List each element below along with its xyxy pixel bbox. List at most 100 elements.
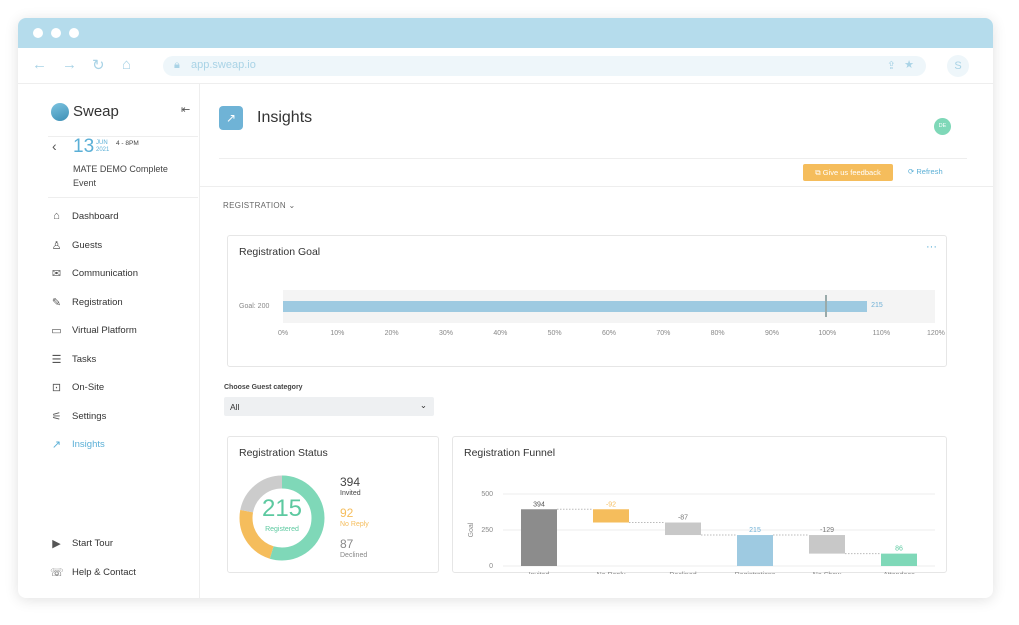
registration-status-card: Registration Status 215 Registered 394 In… [227, 436, 439, 573]
goal-axis-tick: 120% [927, 330, 945, 337]
sidebar-item-insights[interactable]: ↗ Insights [50, 438, 105, 451]
section-dropdown[interactable]: REGISTRATION ⌄ [223, 201, 296, 210]
share-icon[interactable]: ⇪ [886, 60, 896, 72]
goal-axis-tick: 100% [818, 330, 837, 337]
bar-data-label: 394 [533, 501, 545, 508]
sidebar-item-dashboard[interactable]: ⌂ Dashboard [50, 210, 118, 222]
collapse-sidebar-icon[interactable]: ⇤ [181, 104, 191, 116]
sidebar-item-settings[interactable]: ⚟ Settings [50, 410, 107, 423]
x-tick-label: No Show [813, 572, 842, 574]
funnel-bar [593, 509, 629, 523]
y-tick-label: 500 [481, 491, 493, 498]
sidebar-item-registration[interactable]: ✎ Registration [50, 296, 123, 309]
sidebar-item-label: Tasks [72, 353, 97, 365]
goal-axis-tick: 80% [710, 330, 725, 337]
back-chevron-icon[interactable]: ‹ [52, 138, 57, 154]
nav-icon: ⚟ [51, 410, 62, 423]
nav-icon: ✉ [51, 268, 62, 280]
window-dot[interactable] [51, 28, 61, 38]
lock-icon: 🔒︎ [174, 59, 180, 71]
nav-icon: ▶ [52, 538, 61, 550]
forward-icon[interactable]: → [62, 56, 77, 73]
bar-data-label: 86 [895, 546, 903, 553]
funnel-bar [737, 535, 773, 566]
chevron-down-icon: ⌄ [288, 201, 296, 210]
x-tick-label: Registrations [735, 572, 776, 574]
user-avatar[interactable]: DE [934, 118, 951, 135]
goal-progress-bar [283, 301, 868, 312]
chevron-down-icon: ⌄ [419, 400, 427, 410]
profile-avatar[interactable]: S [947, 55, 969, 77]
sidebar-item-communication[interactable]: ✉ Communication [50, 267, 138, 280]
nav-icon: ↗ [51, 439, 62, 451]
goal-axis-tick: 20% [384, 330, 399, 337]
donut-segment [239, 475, 325, 561]
goal-label: Goal: 200 [239, 303, 270, 310]
feedback-button[interactable]: ⧉ Give us feedback [803, 164, 893, 181]
status-value: 92 [340, 506, 354, 520]
funnel-bar [665, 522, 701, 536]
bar-data-label: -129 [820, 527, 834, 534]
bar-data-label: -87 [678, 515, 688, 522]
url-text: app.sweap.io [191, 59, 256, 71]
status-label: Declined [340, 552, 368, 559]
home-icon[interactable]: ⌂ [122, 56, 132, 73]
goal-value: 215 [871, 302, 883, 309]
sidebar-item-label: Help & Contact [72, 567, 136, 578]
browser-window: ← → ↻ ⌂ 🔒︎ app.sweap.io ⇪ ★ S Sweap ⇤ ‹ 13… [18, 18, 993, 598]
goal-axis-tick: 60% [601, 330, 616, 337]
funnel-bar [809, 535, 845, 554]
x-tick-label: Attendees [883, 572, 915, 574]
sidebar-item-on-site[interactable]: ⊡ On-Site [50, 381, 104, 394]
window-dot[interactable] [33, 28, 43, 38]
sidebar-item-label: Dashboard [72, 210, 119, 222]
nav-icon: ☏ [50, 567, 64, 579]
sidebar-item-virtual-platform[interactable]: ▭ Virtual Platform [50, 324, 136, 337]
sidebar-item-label: Insights [72, 439, 105, 450]
external-link-icon: ⧉ [815, 168, 823, 177]
refresh-icon: ⟳ [908, 167, 917, 176]
nav-icon: ▭ [51, 325, 62, 337]
sidebar-item-label: Start Tour [72, 538, 114, 549]
sweap-logo-icon [51, 103, 69, 121]
x-tick-label: Invited [529, 572, 550, 574]
more-options-icon[interactable]: ··· [926, 241, 937, 253]
goal-axis-tick: 10% [330, 330, 345, 337]
registration-goal-card: Registration Goal ··· Goal: 200 215 0% 10… [227, 235, 947, 367]
sidebar-item-tasks[interactable]: ☰ Tasks [50, 353, 97, 366]
sidebar-item-guests[interactable]: ♙ Guests [50, 239, 103, 252]
status-label: No Reply [340, 521, 369, 528]
status-value: 87 [340, 537, 354, 551]
refresh-button[interactable]: ⟳ Refresh [908, 167, 943, 176]
window-dot[interactable] [69, 28, 79, 38]
nav-icon: ⌂ [53, 210, 60, 222]
bar-data-label: 215 [749, 527, 761, 534]
sidebar-item-label: Communication [72, 268, 138, 279]
browser-toolbar: ← → ↻ ⌂ 🔒︎ app.sweap.io ⇪ ★ S [18, 48, 993, 84]
donut-center-label: Registered [265, 526, 299, 533]
goal-axis-tick: 40% [493, 330, 508, 337]
sidebar-item-start-tour[interactable]: ▶ Start Tour [50, 537, 113, 550]
registration-funnel-card: Registration Funnel 0 250 500 Goal 394 Invite… [452, 436, 947, 574]
goal-axis-tick: 30% [438, 330, 453, 337]
page-title: Insights [257, 109, 313, 126]
guest-category-select[interactable]: All ⌄ [224, 397, 434, 416]
nav-icon: ☰ [51, 353, 62, 366]
reload-icon[interactable]: ↻ [92, 57, 105, 74]
sidebar-item-help-contact[interactable]: ☏ Help & Contact [50, 566, 136, 579]
funnel-bar [521, 509, 557, 566]
nav-icon: ✎ [51, 296, 62, 309]
x-tick-label: Declined [669, 572, 696, 574]
filter-label: Choose Guest category [224, 384, 303, 391]
chart-title: Registration Funnel [464, 447, 556, 459]
sidebar: Sweap ⇤ ‹ 13 JUN 2021 4 - 8PM MATE DEMO C… [18, 84, 200, 598]
funnel-bar [881, 553, 917, 566]
back-icon[interactable]: ← [32, 56, 47, 73]
star-icon[interactable]: ★ [904, 59, 914, 71]
donut-segment [239, 475, 325, 561]
nav-icon: ♙ [51, 239, 62, 252]
y-tick-label: 0 [489, 563, 493, 570]
event-month-year: JUN 2021 [96, 140, 110, 153]
sidebar-item-label: Guests [72, 239, 103, 251]
address-bar[interactable]: 🔒︎ app.sweap.io ⇪ ★ [163, 56, 926, 76]
